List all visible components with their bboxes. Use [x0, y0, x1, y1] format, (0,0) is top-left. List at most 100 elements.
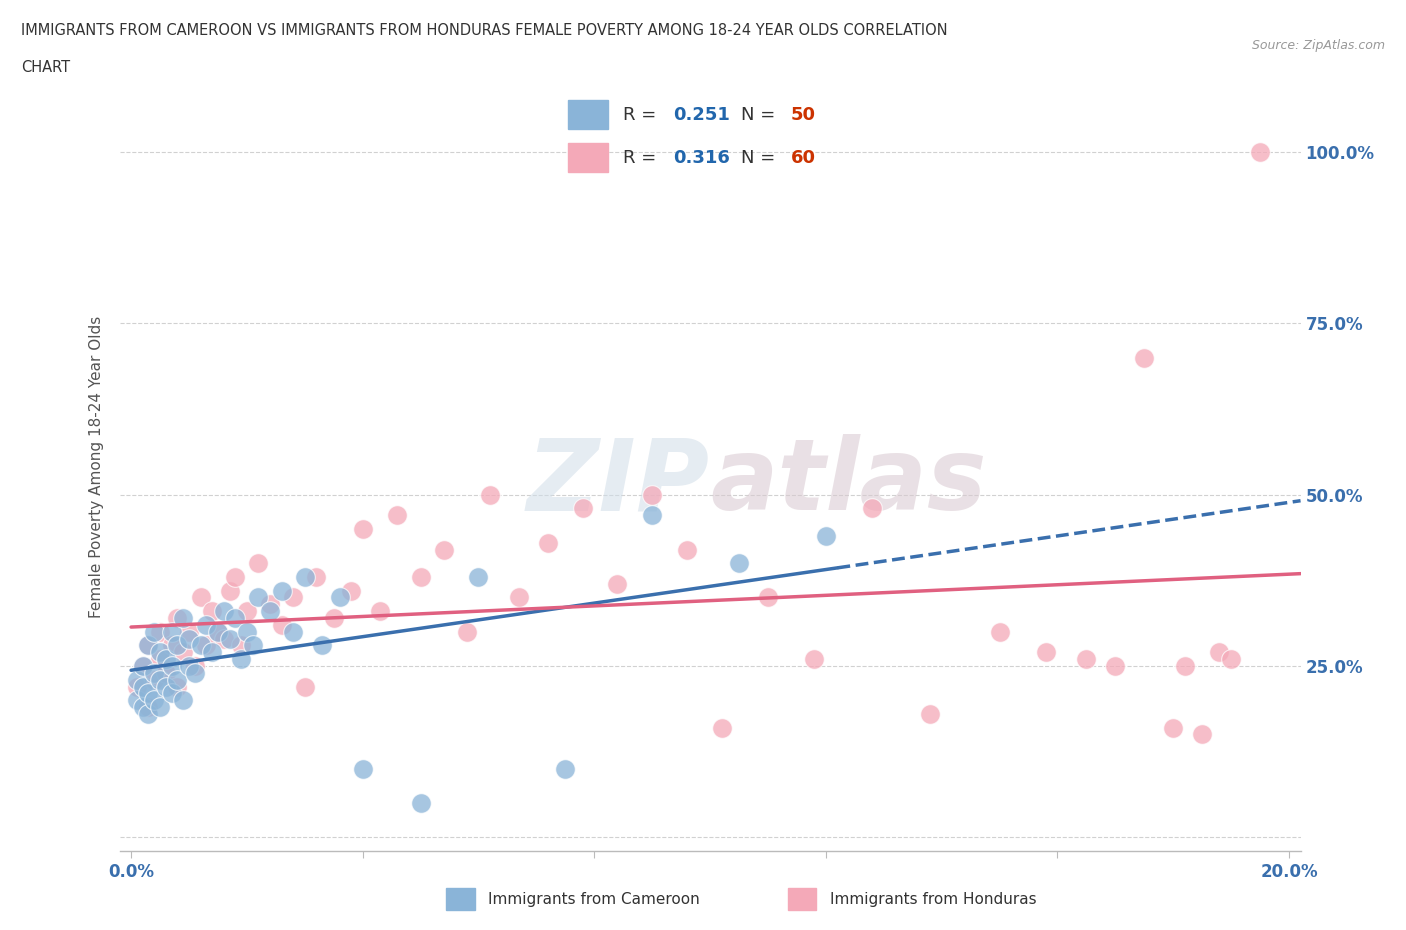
Point — [166, 611, 188, 626]
Text: N =: N = — [741, 149, 780, 166]
Point — [177, 631, 200, 646]
Point — [322, 611, 344, 626]
Point — [710, 720, 733, 735]
Point — [1161, 720, 1184, 735]
Point — [467, 569, 489, 584]
Point — [155, 679, 177, 694]
Point — [212, 604, 235, 618]
Point — [305, 569, 328, 584]
Point — [172, 611, 194, 626]
Point — [1220, 652, 1243, 667]
Point — [456, 624, 478, 639]
Point — [184, 658, 207, 673]
Point — [247, 556, 270, 571]
Point — [641, 508, 664, 523]
Point — [387, 508, 409, 523]
Point — [1249, 145, 1271, 160]
Point — [166, 672, 188, 687]
Point — [160, 658, 183, 673]
Text: 0.316: 0.316 — [673, 149, 730, 166]
Point — [149, 699, 172, 714]
Point — [236, 624, 259, 639]
Point — [224, 569, 246, 584]
Point — [190, 590, 212, 604]
Point — [242, 638, 264, 653]
Point — [508, 590, 530, 604]
Bar — [789, 888, 817, 910]
Point — [201, 644, 224, 659]
Point — [641, 487, 664, 502]
Point — [554, 762, 576, 777]
Point — [149, 624, 172, 639]
Text: R =: R = — [623, 149, 662, 166]
Text: 60: 60 — [790, 149, 815, 166]
Point — [236, 604, 259, 618]
Point — [138, 686, 160, 701]
Point — [1076, 652, 1098, 667]
Point — [270, 618, 292, 632]
Point — [190, 638, 212, 653]
Text: N =: N = — [741, 106, 780, 124]
Point — [352, 762, 374, 777]
Point — [131, 679, 153, 694]
Point — [1174, 658, 1197, 673]
Point — [172, 644, 194, 659]
Point — [1208, 644, 1230, 659]
Point — [138, 707, 160, 722]
Point — [409, 569, 432, 584]
Point — [131, 658, 153, 673]
Point — [409, 795, 432, 810]
Text: IMMIGRANTS FROM CAMEROON VS IMMIGRANTS FROM HONDURAS FEMALE POVERTY AMONG 18-24 : IMMIGRANTS FROM CAMEROON VS IMMIGRANTS F… — [21, 23, 948, 38]
Point — [212, 631, 235, 646]
Point — [728, 556, 751, 571]
Point — [283, 624, 305, 639]
Point — [433, 542, 456, 557]
Point — [756, 590, 779, 604]
Point — [571, 501, 593, 516]
Text: CHART: CHART — [21, 60, 70, 75]
Text: ZIP: ZIP — [527, 434, 710, 531]
Point — [207, 624, 229, 639]
Point — [149, 672, 172, 687]
Point — [177, 624, 200, 639]
Point — [283, 590, 305, 604]
Point — [259, 604, 281, 618]
Point — [294, 679, 316, 694]
Point — [184, 665, 207, 680]
Point — [195, 618, 218, 632]
Point — [138, 638, 160, 653]
Point — [259, 597, 281, 612]
Point — [311, 638, 333, 653]
Point — [247, 590, 270, 604]
Point — [155, 665, 177, 680]
Point — [125, 672, 148, 687]
Point — [368, 604, 391, 618]
Point — [149, 644, 172, 659]
Point — [166, 679, 188, 694]
Point — [201, 604, 224, 618]
Point — [294, 569, 316, 584]
Point — [224, 611, 246, 626]
Point — [160, 686, 183, 701]
Point — [860, 501, 883, 516]
Point — [149, 652, 172, 667]
Point — [155, 652, 177, 667]
Point — [1133, 351, 1156, 365]
Point — [918, 707, 941, 722]
Point — [1104, 658, 1126, 673]
Point — [177, 658, 200, 673]
Point — [160, 624, 183, 639]
Point — [537, 536, 560, 551]
Point — [160, 638, 183, 653]
Point — [606, 577, 628, 591]
Bar — [568, 100, 607, 129]
Text: Source: ZipAtlas.com: Source: ZipAtlas.com — [1251, 39, 1385, 52]
Point — [229, 652, 252, 667]
Point — [125, 679, 148, 694]
Point — [479, 487, 502, 502]
Point — [138, 638, 160, 653]
Point — [172, 693, 194, 708]
Point — [138, 699, 160, 714]
Point — [270, 583, 292, 598]
Point — [143, 624, 166, 639]
